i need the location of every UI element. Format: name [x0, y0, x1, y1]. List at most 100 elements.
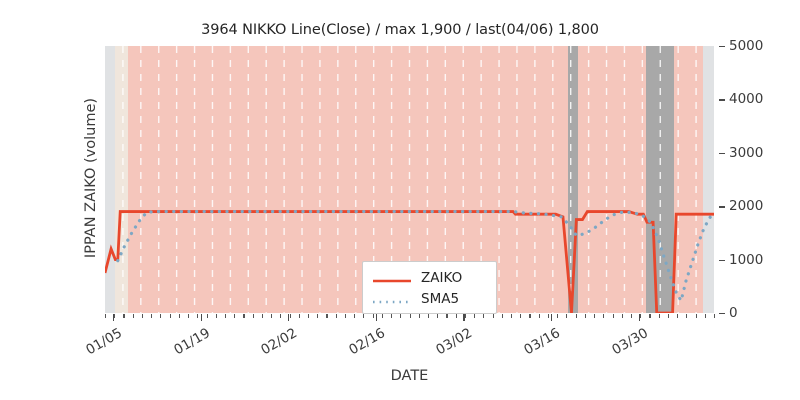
- x-tick-minor: [418, 314, 420, 318]
- x-tick-minor: [372, 314, 374, 318]
- x-tick-minor: [381, 314, 383, 318]
- x-axis-label: DATE: [390, 368, 429, 384]
- x-tick-major: [463, 314, 465, 321]
- x-tick-minor: [575, 314, 577, 318]
- x-tick-minor: [160, 314, 162, 318]
- chart-title: 3964 NIKKO Line(Close) / max 1,900 / las…: [201, 22, 599, 38]
- x-tick-major: [551, 314, 553, 321]
- y-tick-mark: [719, 206, 725, 208]
- x-tick-minor: [271, 314, 273, 318]
- series-line-zaiko: [105, 210, 714, 313]
- x-tick-minor: [132, 314, 134, 318]
- x-tick-minor: [188, 314, 190, 318]
- y-tick-mark: [719, 152, 725, 155]
- x-tick-minor: [224, 314, 227, 318]
- legend-item-zaiko[interactable]: ZAIKO: [363, 267, 496, 288]
- x-tick-label: 03/02: [433, 325, 476, 359]
- x-tick-label: 01/05: [83, 325, 125, 359]
- y-tick-label: 5000: [729, 38, 764, 54]
- y-tick-mark: [719, 259, 725, 261]
- x-tick-minor: [483, 314, 485, 318]
- x-tick-label: 03/16: [521, 325, 563, 359]
- y-tick-label: 1000: [729, 251, 764, 268]
- x-tick-label: 02/16: [346, 325, 388, 359]
- x-tick-minor: [409, 314, 411, 318]
- chart-legend[interactable]: ZAIKO SMA5: [362, 261, 497, 314]
- x-tick-minor: [547, 314, 549, 318]
- x-tick-minor: [354, 314, 356, 318]
- y-tick-label: 2000: [729, 198, 764, 215]
- x-tick-minor: [511, 314, 513, 318]
- x-tick-minor: [427, 314, 430, 318]
- x-tick-minor: [206, 314, 208, 318]
- x-tick-minor: [317, 314, 319, 318]
- y-tick-label: 0: [729, 305, 738, 321]
- x-tick-minor: [658, 314, 660, 318]
- x-tick-minor: [492, 314, 494, 318]
- x-tick-minor: [437, 314, 439, 318]
- x-tick-minor: [289, 314, 291, 318]
- x-tick-label: 03/30: [608, 325, 651, 359]
- x-tick-minor: [695, 314, 697, 318]
- x-tick-minor: [612, 314, 614, 318]
- x-tick-minor: [344, 314, 346, 318]
- x-tick-minor: [105, 314, 107, 318]
- x-tick-minor: [501, 314, 503, 318]
- series-line-sma5: [116, 209, 712, 305]
- x-tick-minor: [464, 314, 466, 318]
- x-tick-minor: [621, 314, 623, 318]
- x-tick-minor: [649, 314, 651, 318]
- y-tick-label: 3000: [729, 144, 764, 161]
- x-tick-minor: [178, 314, 180, 318]
- y-tick-mark: [719, 313, 725, 315]
- x-tick-minor: [566, 314, 568, 318]
- background-band-edge: [105, 46, 115, 313]
- x-tick-minor: [538, 314, 540, 318]
- x-tick-minor: [630, 314, 633, 318]
- x-tick-minor: [391, 314, 393, 318]
- x-tick-major: [638, 314, 640, 321]
- x-tick-minor: [335, 314, 337, 318]
- x-tick-major: [113, 314, 115, 321]
- x-tick-minor: [308, 314, 310, 318]
- x-tick-minor: [123, 314, 125, 318]
- x-tick-minor: [584, 314, 586, 318]
- x-tick-minor: [446, 314, 448, 318]
- x-tick-minor: [677, 314, 679, 318]
- legend-item-sma5[interactable]: SMA5: [363, 288, 496, 309]
- x-tick-minor: [326, 314, 328, 318]
- x-tick-minor: [557, 314, 559, 318]
- x-tick-minor: [667, 314, 669, 318]
- y-tick-label: 4000: [729, 91, 764, 108]
- background-band-edge: [703, 46, 714, 313]
- x-tick-minor: [169, 314, 171, 318]
- x-tick-major: [200, 314, 202, 321]
- legend-label-sma5: SMA5: [421, 290, 460, 307]
- x-tick-label: 01/19: [170, 325, 213, 359]
- x-tick-minor: [594, 314, 596, 318]
- x-tick-minor: [234, 314, 236, 318]
- background-band-weekend: [567, 46, 578, 313]
- x-tick-minor: [114, 314, 116, 318]
- x-tick-minor: [714, 314, 716, 318]
- x-tick-minor: [474, 314, 476, 318]
- legend-swatch-zaiko: [372, 272, 412, 284]
- x-tick-minor: [252, 314, 254, 318]
- x-tick-minor: [686, 314, 688, 318]
- y-tick-mark: [719, 99, 725, 101]
- y-axis-label: IPPAN ZAIKO (volume): [83, 97, 99, 259]
- x-tick-minor: [603, 314, 605, 318]
- x-tick-major: [375, 314, 378, 321]
- y-tick-mark: [719, 46, 725, 48]
- x-tick-minor: [298, 314, 300, 318]
- x-tick-minor: [280, 314, 282, 318]
- series-layer: [105, 209, 714, 313]
- x-tick-major: [288, 314, 290, 321]
- x-tick-label: 02/02: [258, 325, 301, 359]
- x-tick-minor: [141, 314, 143, 318]
- x-tick-minor: [640, 314, 642, 318]
- x-tick-minor: [520, 314, 522, 318]
- x-tick-minor: [363, 314, 365, 318]
- legend-swatch-sma5: [372, 293, 412, 305]
